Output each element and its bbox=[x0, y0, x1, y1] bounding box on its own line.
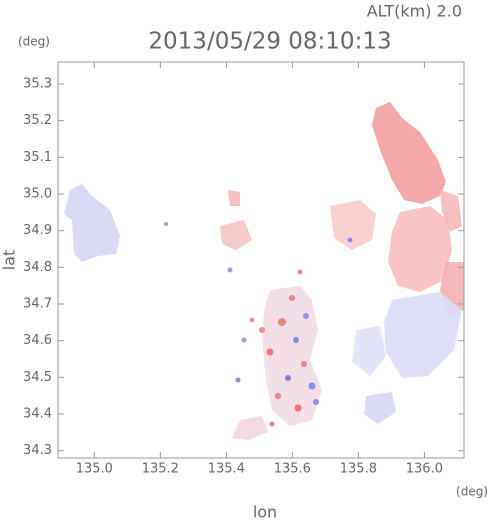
y-tick-label: 35.3 bbox=[23, 77, 52, 92]
subtitle: ALT(km) 2.0 bbox=[367, 2, 462, 21]
y-tick-label: 35.2 bbox=[23, 113, 52, 128]
y-unit: (deg) bbox=[18, 35, 50, 49]
y-tick-label: 34.3 bbox=[23, 443, 52, 458]
x-unit: (deg) bbox=[456, 485, 488, 499]
y-tick-label: 34.5 bbox=[23, 370, 52, 385]
y-label: lat bbox=[0, 250, 19, 271]
y-tick-label: 34.7 bbox=[23, 297, 52, 312]
y-tick-label: 35.0 bbox=[23, 187, 52, 202]
x-tick-label: 135.2 bbox=[142, 462, 179, 477]
echo-regions bbox=[64, 102, 464, 440]
x-tick-label: 135.6 bbox=[274, 462, 311, 477]
y-tick-label: 34.6 bbox=[23, 333, 52, 348]
y-tick-label: 34.4 bbox=[23, 407, 52, 422]
y-tick-label: 34.9 bbox=[23, 223, 52, 238]
x-tick-label: 136.0 bbox=[406, 462, 443, 477]
x-tick-label: 135.0 bbox=[76, 462, 113, 477]
plot-frame bbox=[57, 61, 465, 459]
echo-speckles bbox=[164, 222, 353, 427]
x-label: lon bbox=[253, 503, 277, 521]
x-tick-label: 135.4 bbox=[208, 462, 245, 477]
chart-title: 2013/05/29 08:10:13 bbox=[148, 29, 391, 55]
y-tick-label: 34.8 bbox=[23, 260, 52, 275]
x-tick-label: 135.8 bbox=[340, 462, 377, 477]
y-tick-label: 35.1 bbox=[23, 150, 52, 165]
